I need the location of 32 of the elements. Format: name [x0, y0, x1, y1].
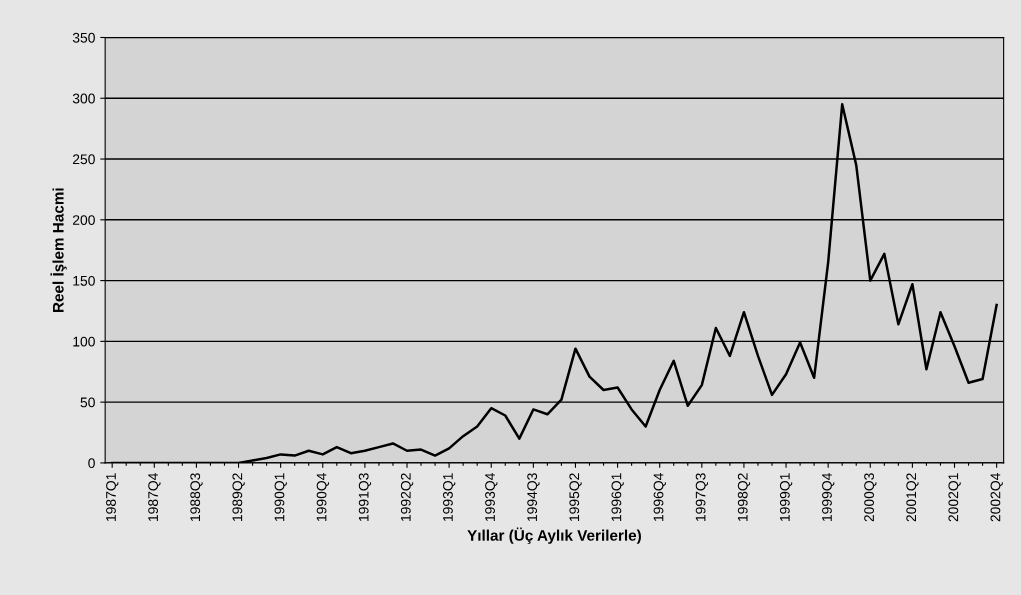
y-tick-label: 150 — [73, 275, 95, 286]
x-tick-label: 1999Q4 — [822, 473, 835, 521]
x-tick-label: 2002Q4 — [990, 473, 1003, 522]
y-axis-title: Reel İşlem Hacmi — [50, 188, 67, 313]
x-tick-label: 1990Q4 — [316, 473, 329, 521]
y-tick-label: 0 — [88, 458, 95, 469]
y-tick-label: 350 — [72, 32, 95, 43]
x-tick-label: 1999Q1 — [779, 473, 793, 521]
y-tick-label: 50 — [80, 397, 95, 408]
x-tick-label: 1998Q2 — [737, 473, 751, 521]
y-tick-label: 200 — [72, 215, 95, 225]
x-tick-label: 1992Q2 — [400, 473, 414, 521]
y-tick-label: 100 — [73, 336, 95, 347]
x-tick-label: 1993Q4 — [485, 473, 498, 521]
x-tick-label: 2002Q1 — [948, 473, 961, 522]
x-tick-label: 1996Q1 — [611, 473, 624, 521]
x-tick-label: 1996Q4 — [653, 473, 666, 521]
x-tick-label: 1987Q1 — [106, 473, 119, 521]
y-tick-label: 300 — [72, 93, 95, 104]
x-tick-label: 2001Q2 — [906, 473, 919, 522]
x-tick-label: 1988Q3 — [190, 473, 203, 521]
x-axis-title: Yıllar (Üç Aylık Verilerle) — [467, 527, 641, 544]
x-tick-label: 1990Q1 — [274, 473, 287, 521]
x-tick-label: 1997Q3 — [695, 473, 709, 521]
x-tick-label: 2000Q3 — [864, 473, 877, 522]
x-tick-label: 1989Q2 — [232, 473, 245, 521]
x-tick-label: 1995Q2 — [569, 473, 582, 521]
y-tick-label: 250 — [72, 154, 95, 165]
x-tick-label: 1987Q4 — [148, 473, 161, 521]
x-tick-label: 1991Q3 — [358, 473, 372, 521]
x-tick-label: 1994Q3 — [527, 473, 540, 521]
x-tick-label: 1993Q1 — [443, 473, 456, 521]
